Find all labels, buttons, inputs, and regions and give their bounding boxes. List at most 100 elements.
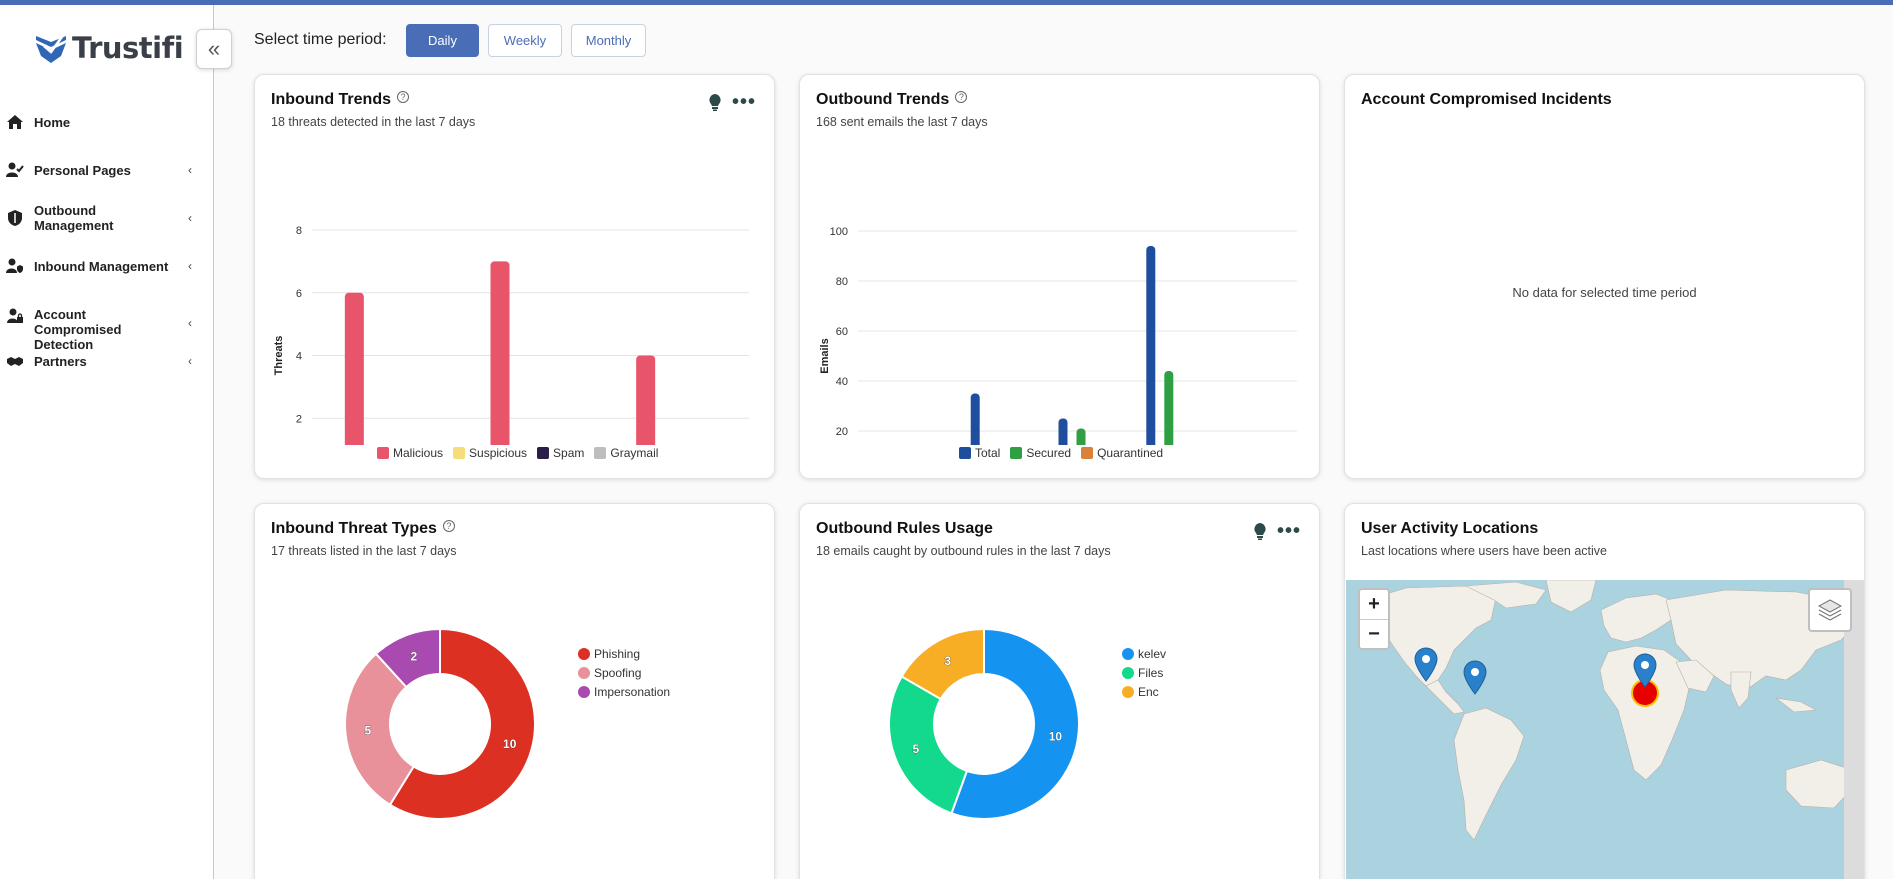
map-zoom-out-button[interactable]: − <box>1360 619 1388 648</box>
y-tick-label: 100 <box>830 226 848 238</box>
inbound-threat-types-subtitle: 17 threats listed in the last 7 days <box>271 544 457 558</box>
bar-total-2 <box>970 393 980 445</box>
inbound-threat-types-legend: Phishing Spoofing Impersonation <box>578 647 670 699</box>
legend-item-files[interactable]: Files <box>1122 666 1166 680</box>
slice-enc <box>900 627 985 701</box>
brand-logo[interactable]: Trustifi <box>34 31 184 65</box>
map-marker-us-east[interactable] <box>1463 660 1487 696</box>
bar-secured-4 <box>1164 371 1174 445</box>
sidebar-item-outbound-management[interactable]: Outbound Management ‹ <box>0 203 214 233</box>
chevron-left-icon[interactable]: ‹ <box>188 259 192 273</box>
outbound-trends-title-text: Outbound Trends <box>816 91 950 108</box>
legend-item-suspicious[interactable]: Suspicious <box>453 446 527 460</box>
legend-swatch <box>377 447 389 459</box>
sidebar-item-partners[interactable]: Partners ‹ <box>0 352 214 370</box>
inbound-threat-types-chart: 10 5 2 <box>344 627 536 820</box>
legend-label: Graymail <box>610 446 659 460</box>
map-scrollbar[interactable] <box>1844 580 1864 879</box>
layers-icon[interactable] <box>1808 588 1852 632</box>
user-lock-icon <box>6 307 24 325</box>
help-icon[interactable]: ? <box>397 91 409 103</box>
inbound-trends-chart: 02468ThreatsSun 12/11Mon 12/12Tue 12/13 <box>273 225 749 445</box>
legend-label: Total <box>975 446 1001 460</box>
lightbulb-icon[interactable] <box>1253 522 1267 540</box>
more-options-icon[interactable]: ••• <box>1276 520 1301 542</box>
legend-label: kelev <box>1138 647 1167 661</box>
account-compromised-title: Account Compromised Incidents <box>1361 91 1612 109</box>
inbound-trends-title-text: Inbound Trends <box>271 91 391 108</box>
legend-item-spoofing[interactable]: Spoofing <box>578 666 670 680</box>
y-tick-label: 80 <box>836 276 848 288</box>
help-icon[interactable]: ? <box>442 520 455 532</box>
account-compromised-title-text: Account Compromised Incidents <box>1361 91 1612 108</box>
user-locations-title-text: User Activity Locations <box>1361 520 1539 537</box>
sidebar-item-label: Personal Pages <box>34 162 131 178</box>
trustifi-logo-icon <box>36 33 66 63</box>
legend-item-malicious[interactable]: Malicious <box>377 446 443 460</box>
legend-item-quarantined[interactable]: Quarantined <box>1081 446 1163 460</box>
period-daily-button[interactable]: Daily <box>406 24 479 57</box>
outbound-rules-title-text: Outbound Rules Usage <box>816 520 993 537</box>
legend-item-spam[interactable]: Spam <box>537 446 584 460</box>
outbound-trends-subtitle: 168 sent emails the last 7 days <box>816 115 988 129</box>
sidebar-item-label: Partners <box>34 353 87 369</box>
legend-item-impersonation[interactable]: Impersonation <box>578 685 670 699</box>
legend-swatch <box>578 648 590 660</box>
outbound-rules-card: Outbound Rules Usage 18 emails caught by… <box>799 503 1320 879</box>
chevron-left-icon[interactable]: ‹ <box>188 211 192 225</box>
sidebar-item-home[interactable]: Home <box>0 113 214 131</box>
legend-item-phishing[interactable]: Phishing <box>578 647 670 661</box>
outbound-trends-legend: Total Secured Quarantined <box>959 446 1163 460</box>
map-marker-us-west[interactable] <box>1414 647 1438 683</box>
world-map[interactable]: + − <box>1346 580 1864 879</box>
outbound-trends-card: Outbound Trends ? 168 sent emails the la… <box>799 74 1320 479</box>
user-locations-subtitle: Last locations where users have been act… <box>1361 544 1607 558</box>
legend-swatch <box>1081 447 1094 459</box>
sidebar-item-personal-pages[interactable]: Personal Pages ‹ <box>0 161 214 179</box>
legend-label: Files <box>1138 666 1164 680</box>
outbound-trends-chart: 020406080100EmailsSat 12/10Sun 12/11Mon … <box>819 226 1297 445</box>
chevron-left-icon[interactable]: ‹ <box>188 163 192 177</box>
double-chevron-left-icon: « <box>207 36 221 61</box>
sidebar-item-account-compromised-detection[interactable]: Account Compromised Detection ‹ <box>0 307 214 352</box>
legend-label: Impersonation <box>594 685 671 699</box>
sidebar-item-label: Home <box>34 114 71 130</box>
legend-swatch <box>1010 447 1023 459</box>
legend-swatch <box>578 667 590 679</box>
top-accent-bar <box>0 0 1893 5</box>
y-tick-label: 4 <box>296 351 302 363</box>
chevron-left-icon[interactable]: ‹ <box>188 316 192 330</box>
outbound-rules-chart: 10 5 3 <box>888 627 1080 820</box>
account-compromised-card: Account Compromised Incidents No data fo… <box>1344 74 1865 479</box>
legend-item-secured[interactable]: Secured <box>1010 446 1071 460</box>
slice-label: 5 <box>364 724 371 738</box>
y-tick-label: 6 <box>296 288 302 300</box>
more-options-icon[interactable]: ••• <box>731 91 756 113</box>
sidebar-collapse-button[interactable]: « <box>196 29 232 69</box>
help-icon[interactable]: ? <box>955 91 968 103</box>
inbound-threat-types-title: Inbound Threat Types ? <box>271 520 455 538</box>
sidebar-item-label: Outbound Management <box>34 203 114 233</box>
outbound-rules-title: Outbound Rules Usage <box>816 520 993 538</box>
slice-label: 2 <box>410 649 417 663</box>
lightbulb-icon[interactable] <box>708 93 722 111</box>
slice-label: 10 <box>1049 730 1063 744</box>
legend-swatch <box>1122 667 1134 679</box>
bar-total-4 <box>1146 246 1156 445</box>
legend-item-graymail[interactable]: Graymail <box>594 446 658 460</box>
legend-swatch <box>594 447 607 459</box>
slice-label: 3 <box>944 654 951 668</box>
inbound-trends-title: Inbound Trends ? <box>271 91 409 109</box>
map-zoom-in-button[interactable]: + <box>1368 593 1380 615</box>
legend-item-kelev[interactable]: kelev <box>1122 647 1166 661</box>
map-marker-middle-east[interactable] <box>1633 653 1657 689</box>
legend-item-enc[interactable]: Enc <box>1122 685 1166 699</box>
sidebar-item-inbound-management[interactable]: Inbound Management ‹ <box>0 257 214 275</box>
slice-impersonation <box>374 627 441 689</box>
inbound-trends-subtitle: 18 threats detected in the last 7 days <box>271 115 476 129</box>
period-weekly-button[interactable]: Weekly <box>488 24 562 57</box>
period-monthly-button[interactable]: Monthly <box>571 24 646 57</box>
legend-label: Spam <box>553 446 585 460</box>
legend-item-total[interactable]: Total <box>959 446 1000 460</box>
chevron-left-icon[interactable]: ‹ <box>188 354 192 368</box>
